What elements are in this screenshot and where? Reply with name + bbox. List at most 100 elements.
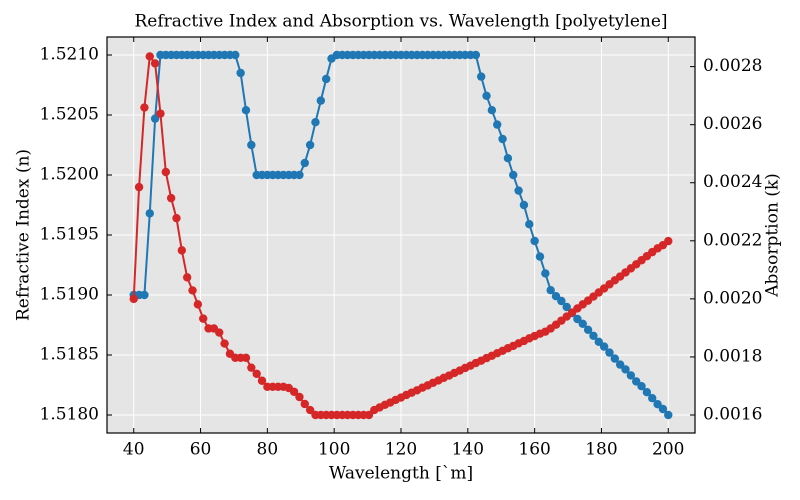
point (199, 314, 208, 323)
point (177, 246, 187, 255)
point (145, 209, 154, 218)
point (658, 404, 668, 414)
point (487, 106, 497, 115)
x-tick-label: 40 (123, 440, 145, 460)
point (166, 193, 176, 203)
point (605, 348, 614, 357)
x-tick-label: 160 (518, 440, 550, 460)
y2-tick-label: 0.0016 (703, 405, 762, 425)
point (530, 236, 539, 246)
y-tick-label: 1.5195 (40, 225, 99, 245)
point (305, 405, 315, 415)
point (364, 410, 374, 420)
point (648, 394, 657, 403)
point (295, 170, 304, 180)
point (482, 91, 491, 101)
point (150, 114, 160, 123)
point (525, 220, 534, 229)
y-tick-label: 1.5185 (40, 345, 99, 365)
point (557, 296, 566, 306)
point (573, 314, 582, 324)
point (252, 369, 261, 378)
chart-title: Refractive Index and Absorption vs. Wave… (134, 12, 667, 32)
x-axis-label: Wavelength [`m] (329, 464, 473, 484)
y2-tick-label: 0.0022 (703, 230, 762, 250)
y2-axis-label: Absorption (k) (763, 173, 783, 298)
point (311, 118, 320, 127)
point (493, 120, 502, 129)
y-tick-label: 1.5190 (40, 285, 99, 305)
point (321, 74, 331, 84)
point (594, 337, 603, 346)
plot-frame (106, 36, 696, 434)
point (535, 252, 545, 261)
point (150, 59, 160, 68)
point (247, 363, 256, 372)
point (471, 50, 481, 60)
point (182, 273, 192, 282)
point (610, 354, 620, 363)
point (300, 399, 309, 409)
point (241, 106, 251, 115)
point (664, 410, 673, 420)
point (257, 376, 267, 385)
point (156, 109, 165, 118)
point (140, 290, 149, 300)
y2-tick-label: 0.0018 (703, 346, 762, 366)
y-axis-label: Refractive Index (n) (14, 149, 34, 321)
point (193, 300, 203, 309)
x-tick-label: 140 (452, 440, 484, 460)
point (134, 182, 144, 192)
point (546, 286, 555, 295)
point (578, 319, 587, 328)
point (653, 400, 662, 409)
y2-tick-label: 0.0020 (703, 288, 762, 308)
point (145, 52, 154, 61)
point (476, 72, 486, 81)
point (621, 365, 630, 374)
point (541, 269, 550, 278)
y-tick-label: 1.5200 (40, 165, 99, 185)
y2-tick-label: 0.0028 (703, 56, 762, 76)
point (589, 331, 598, 340)
x-tick-label: 100 (318, 440, 350, 460)
point (316, 96, 326, 105)
point (300, 158, 309, 168)
y2-tick-label: 0.0024 (703, 172, 762, 192)
point (188, 286, 197, 295)
point (583, 325, 593, 334)
point (215, 328, 224, 337)
x-tick-label: 200 (652, 440, 684, 460)
point (562, 302, 571, 312)
point (161, 167, 170, 177)
point (498, 134, 507, 144)
point (642, 388, 652, 397)
point (551, 292, 561, 301)
point (140, 103, 149, 112)
point (295, 392, 304, 402)
point (220, 339, 229, 348)
y2-tick-label: 0.0026 (703, 114, 762, 134)
x-tick-label: 120 (385, 440, 417, 460)
point (231, 50, 240, 60)
y-tick-label: 1.5210 (40, 45, 99, 65)
point (626, 371, 636, 380)
point (247, 140, 256, 150)
x-tick-label: 60 (190, 440, 212, 460)
point (664, 236, 673, 246)
point (305, 140, 315, 150)
point (637, 382, 646, 391)
point (236, 68, 245, 78)
point (172, 213, 181, 223)
point (241, 353, 251, 363)
x-tick-label: 80 (257, 440, 279, 460)
point (503, 154, 513, 163)
point (289, 387, 299, 396)
point (129, 294, 138, 304)
point (514, 186, 523, 195)
point (632, 377, 641, 386)
point (599, 342, 609, 351)
y-tick-label: 1.5205 (40, 105, 99, 125)
point (509, 170, 518, 180)
